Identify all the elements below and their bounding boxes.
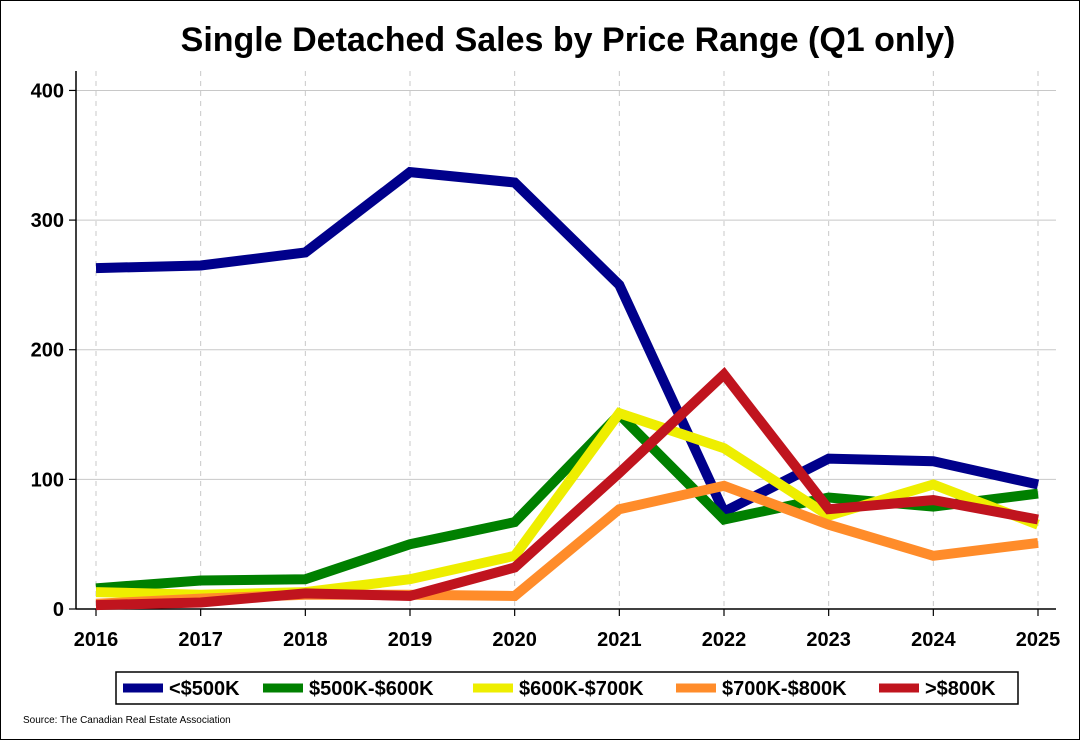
legend-label-3: $700K-$800K — [722, 678, 847, 700]
series-line-0 — [95, 166, 1040, 519]
y-tick-label-200: 200 — [31, 340, 64, 362]
x-tick-label-2022: 2022 — [702, 629, 747, 651]
x-tick-label-2019: 2019 — [388, 629, 433, 651]
legend-label-1: $500K-$600K — [309, 678, 434, 700]
x-tick-label-2025: 2025 — [1016, 629, 1061, 651]
x-tick-label-2020: 2020 — [492, 629, 537, 651]
legend-label-2: $600K-$700K — [519, 678, 644, 700]
grid-lines — [76, 71, 1056, 609]
y-tick-label-100: 100 — [31, 469, 64, 491]
x-tick-label-2018: 2018 — [283, 629, 328, 651]
legend: <$500K $500K-$600K $600K-$700K $700K-$800K >… — [115, 671, 1019, 705]
x-tick-label-2021: 2021 — [597, 629, 642, 651]
series-line-4 — [95, 366, 1039, 611]
x-tick-label-2016: 2016 — [74, 629, 119, 651]
series-lines — [95, 166, 1040, 611]
legend-label-4: >$800K — [925, 678, 996, 700]
axes: 0 100 200 300 400 2016 2017 2018 2019 2020 2021 202… — [31, 71, 1061, 651]
y-tick-label-300: 300 — [31, 210, 64, 232]
y-tick-label-400: 400 — [31, 80, 64, 102]
legend-label-0: <$500K — [169, 678, 240, 700]
source-note: Source: The Canadian Real Estate Associa… — [23, 715, 231, 726]
chart-title: Single Detached Sales by Price Range (Q1… — [181, 21, 956, 59]
x-tick-label-2024: 2024 — [911, 629, 956, 651]
y-tick-label-0: 0 — [53, 599, 64, 621]
x-tick-label-2017: 2017 — [178, 629, 223, 651]
x-tick-label-2023: 2023 — [806, 629, 851, 651]
